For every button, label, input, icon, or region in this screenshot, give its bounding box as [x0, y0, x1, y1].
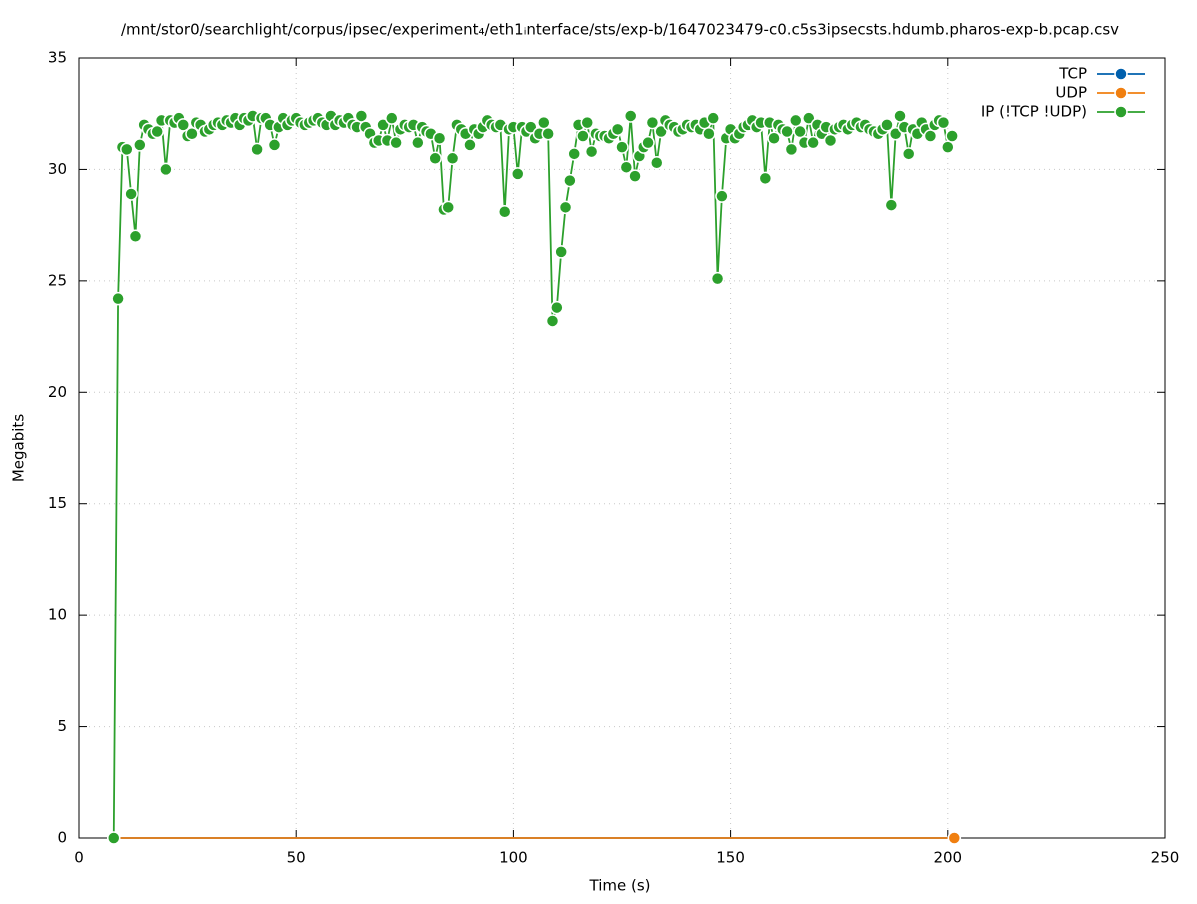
- x-axis-label: Time (s): [589, 877, 651, 895]
- data-point: [389, 135, 403, 150]
- data-point: [554, 245, 568, 259]
- data-point: [150, 124, 164, 139]
- data-point: [619, 160, 634, 174]
- data-point: [510, 167, 525, 181]
- y-tick-label: 35: [48, 49, 67, 67]
- data-point: [623, 109, 638, 123]
- data-point: [128, 229, 143, 244]
- data-point: [888, 127, 903, 141]
- legend-marker: [1114, 105, 1128, 119]
- data-point: [550, 300, 564, 315]
- data-point: [411, 135, 425, 150]
- data-point: [159, 162, 173, 177]
- data-point: [941, 140, 955, 154]
- data-point: [710, 271, 725, 286]
- data-point: [610, 122, 625, 137]
- data-point: [706, 111, 720, 125]
- data-point: [133, 138, 147, 152]
- data-point: [789, 113, 803, 128]
- y-tick-label: 15: [48, 494, 67, 512]
- x-tick-label: 150: [716, 849, 745, 867]
- data-point: [945, 129, 959, 143]
- x-tick-label: 250: [1151, 849, 1180, 867]
- data-point: [947, 831, 962, 845]
- data-point: [445, 151, 460, 166]
- data-point: [428, 151, 442, 166]
- data-point: [802, 111, 816, 125]
- data-point: [715, 189, 729, 203]
- data-point: [780, 124, 794, 139]
- data-point: [901, 147, 916, 161]
- data-point: [107, 831, 121, 845]
- data-point: [537, 115, 551, 130]
- data-point: [923, 129, 938, 143]
- data-point: [250, 142, 264, 157]
- x-tick-label: 100: [499, 849, 528, 867]
- data-point: [884, 198, 899, 212]
- data-point: [880, 118, 894, 132]
- data-point: [806, 135, 820, 150]
- data-point: [376, 118, 390, 132]
- y-tick-label: 25: [48, 271, 67, 289]
- data-point: [893, 109, 907, 123]
- y-tick-label: 30: [48, 160, 67, 178]
- data-point: [111, 291, 125, 306]
- legend-label: IP (!TCP !UDP): [981, 103, 1087, 121]
- y-axis-label: Megabits: [10, 414, 28, 482]
- data-point: [463, 138, 477, 152]
- legend-label: TCP: [1058, 65, 1087, 83]
- data-point: [558, 200, 573, 215]
- y-tick-label: 5: [57, 717, 67, 735]
- data-point: [641, 135, 655, 150]
- y-tick-label: 20: [48, 383, 67, 401]
- legend-marker: [1114, 86, 1128, 100]
- y-tick-label: 0: [57, 829, 67, 847]
- data-point: [124, 187, 138, 201]
- data-point: [767, 131, 781, 145]
- x-tick-label: 0: [74, 849, 84, 867]
- legend-marker: [1114, 67, 1128, 81]
- data-point: [545, 314, 560, 328]
- data-point: [580, 115, 594, 130]
- data-point: [645, 115, 660, 130]
- data-point: [823, 133, 838, 148]
- legend-label: UDP: [1055, 84, 1087, 102]
- data-point: [702, 127, 716, 141]
- data-point: [936, 115, 951, 130]
- data-point: [385, 111, 399, 125]
- data-point: [563, 173, 577, 188]
- x-tick-label: 50: [287, 849, 306, 867]
- data-point: [793, 124, 807, 139]
- data-point: [267, 138, 282, 152]
- data-point: [758, 171, 773, 186]
- data-point: [584, 144, 599, 159]
- x-tick-label: 200: [933, 849, 962, 867]
- data-point: [432, 131, 447, 145]
- data-point: [576, 129, 590, 143]
- y-tick-label: 10: [48, 606, 67, 624]
- chart-title: /mnt/stor0/searchlight/corpus/ipsec/expe…: [121, 21, 1119, 39]
- data-point: [497, 205, 512, 219]
- data-point: [615, 140, 629, 154]
- data-point: [567, 147, 581, 161]
- data-point: [650, 155, 664, 170]
- data-point: [541, 127, 555, 141]
- data-point: [784, 142, 799, 157]
- data-point: [354, 109, 369, 123]
- data-point: [628, 169, 642, 183]
- data-point: [120, 142, 134, 157]
- data-point: [441, 200, 455, 215]
